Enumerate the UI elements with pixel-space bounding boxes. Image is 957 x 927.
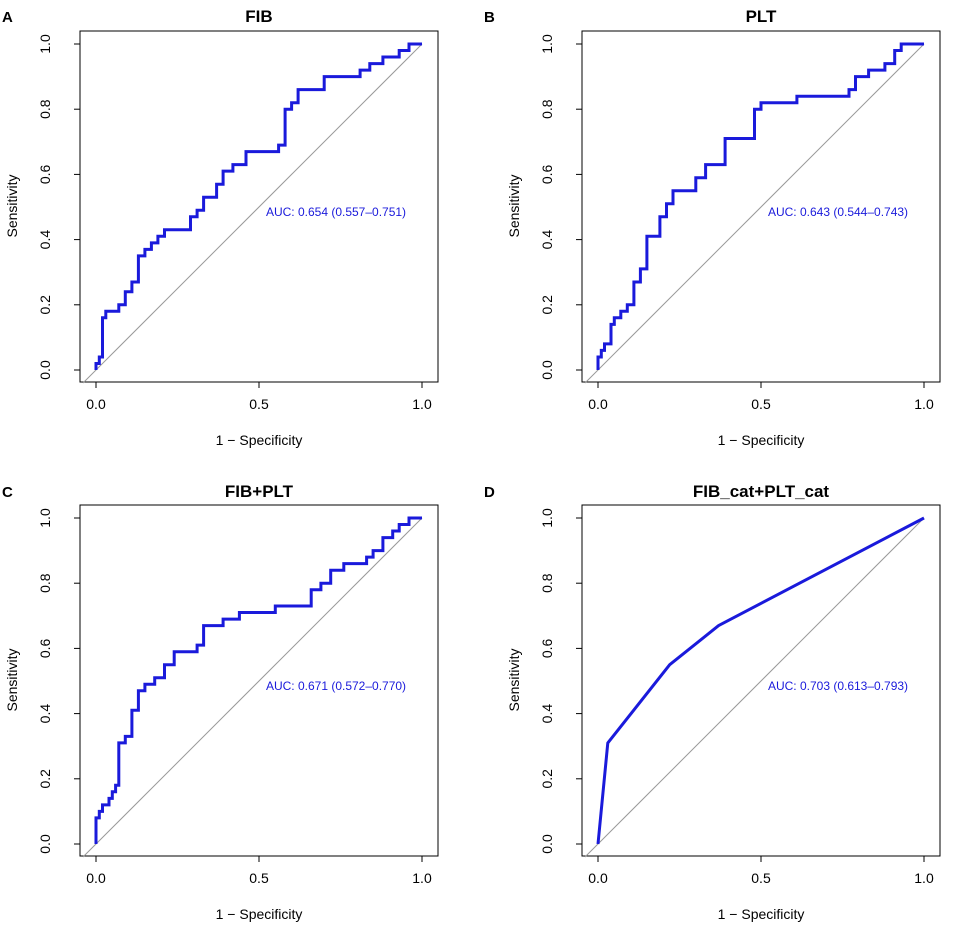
x-axis-label: 1 − Specificity <box>216 432 303 448</box>
x-tick-label: 0.0 <box>588 870 608 886</box>
panel-letter: D <box>484 484 495 501</box>
chart-title: PLT <box>746 7 777 26</box>
roc-curve <box>596 42 924 370</box>
y-tick-label: 0.6 <box>37 638 53 658</box>
auc-annotation: AUC: 0.671 (0.572–0.770) <box>266 679 406 693</box>
x-tick-label: 0.0 <box>588 396 608 412</box>
x-tick-label: 1.0 <box>914 396 934 412</box>
y-tick-label: 0.0 <box>37 834 53 854</box>
panel-a: A FIB 0.0 0.5 1.0 0.0 0.2 0.4 0.6 0.8 1.0 AUC: 0… <box>2 7 439 448</box>
y-tick-label: 0.2 <box>37 295 53 315</box>
y-tick-label: 0.2 <box>539 295 555 315</box>
y-axis-label: Sensitivity <box>4 174 20 237</box>
auc-annotation: AUC: 0.703 (0.613–0.793) <box>768 679 908 693</box>
y-tick-label: 0.8 <box>37 99 53 119</box>
y-tick-label: 0.4 <box>37 704 53 724</box>
y-tick-label: 0.8 <box>539 99 555 119</box>
x-tick-label: 1.0 <box>412 870 432 886</box>
y-tick-label: 0.6 <box>539 638 555 658</box>
axis-ticks: 0.0 0.5 1.0 0.0 0.2 0.4 0.6 0.8 1.0 <box>539 508 934 886</box>
axis-ticks: 0.0 0.5 1.0 0.0 0.2 0.4 0.6 0.8 1.0 <box>37 508 432 886</box>
x-axis-label: 1 − Specificity <box>718 432 805 448</box>
y-tick-label: 0.2 <box>37 769 53 789</box>
chart-title: FIB <box>245 7 272 26</box>
x-tick-label: 1.0 <box>412 396 432 412</box>
panel-d: D FIB_cat+PLT_cat 0.0 0.5 1.00.00.20.40.60… <box>484 482 941 922</box>
y-axis-label: Sensitivity <box>506 174 522 237</box>
auc-annotation: AUC: 0.643 (0.544–0.743) <box>768 205 908 219</box>
reference-diagonal <box>584 517 925 858</box>
y-tick-label: 0.0 <box>539 834 555 854</box>
y-tick-label: 0.6 <box>539 164 555 184</box>
axis-ticks: 0.0 0.5 1.0 0.0 0.2 0.4 0.6 0.8 1.0 <box>539 34 934 412</box>
auc-annotation: AUC: 0.654 (0.557–0.751) <box>266 205 406 219</box>
axis-ticks: 0.0 0.5 1.0 0.0 0.2 0.4 0.6 0.8 1.0 <box>37 34 432 412</box>
y-tick-label: 0.4 <box>37 230 53 250</box>
panel-letter: C <box>2 484 13 501</box>
reference-diagonal <box>584 43 925 384</box>
x-tick-label: 1.0 <box>914 870 934 886</box>
y-tick-label: 1.0 <box>539 34 555 54</box>
reference-diagonal <box>82 43 423 384</box>
x-tick-label: 0.5 <box>249 396 269 412</box>
x-tick-label: 0.5 <box>751 396 771 412</box>
y-tick-label: 0.4 <box>539 230 555 250</box>
x-axis-label: 1 − Specificity <box>216 906 303 922</box>
roc-curve <box>94 42 422 370</box>
roc-curve <box>94 516 422 844</box>
roc-curve <box>596 516 925 845</box>
y-tick-label: 0.6 <box>37 164 53 184</box>
y-tick-label: 1.0 <box>539 508 555 528</box>
reference-diagonal <box>82 517 423 858</box>
x-tick-label: 0.0 <box>86 870 106 886</box>
y-tick-label: 0.0 <box>37 360 53 380</box>
x-tick-label: 0.5 <box>249 870 269 886</box>
panel-letter: A <box>2 9 13 26</box>
x-axis-label: 1 − Specificity <box>718 906 805 922</box>
y-tick-label: 0.0 <box>539 360 555 380</box>
panel-c: C FIB+PLT 0.0 0.5 1.0 0.0 0.2 0.4 0.6 0.8 1.0 AU… <box>2 482 439 922</box>
y-tick-label: 0.8 <box>37 573 53 593</box>
panel-b: B PLT 0.0 0.5 1.0 0.0 0.2 0.4 0.6 0.8 1.0 AUC: 0… <box>484 7 941 448</box>
y-tick-label: 0.2 <box>539 769 555 789</box>
y-tick-label: 0.4 <box>539 704 555 724</box>
y-tick-label: 0.8 <box>539 573 555 593</box>
x-tick-label: 0.0 <box>86 396 106 412</box>
y-axis-label: Sensitivity <box>4 648 20 711</box>
y-tick-label: 1.0 <box>37 34 53 54</box>
chart-title: FIB_cat+PLT_cat <box>693 482 830 501</box>
y-tick-label: 1.0 <box>37 508 53 528</box>
x-tick-label: 0.5 <box>751 870 771 886</box>
panel-letter: B <box>484 9 495 26</box>
chart-title: FIB+PLT <box>225 482 294 501</box>
y-axis-label: Sensitivity <box>506 648 522 711</box>
